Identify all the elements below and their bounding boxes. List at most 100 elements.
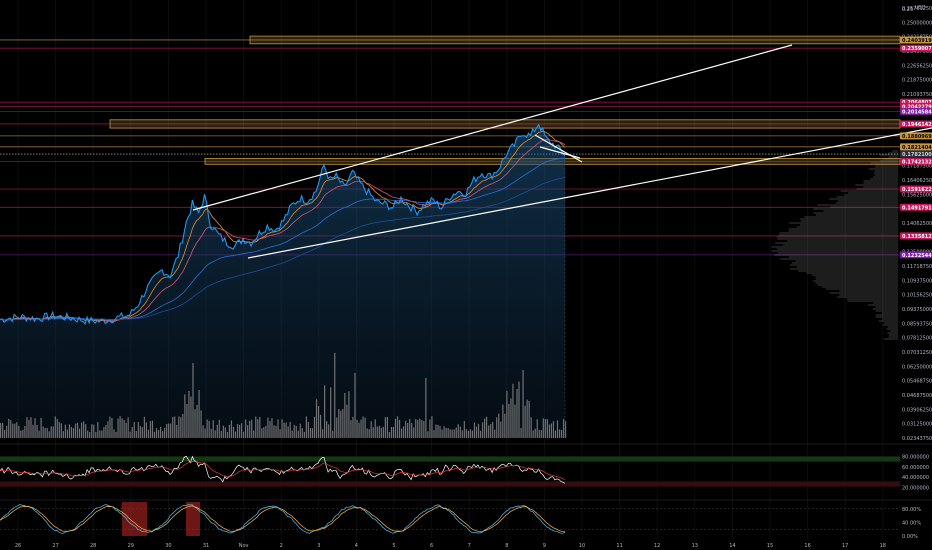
time-tick-label[interactable]: 28 bbox=[90, 543, 96, 549]
price-tick-label[interactable]: 0.23437500 bbox=[902, 49, 932, 55]
price-label-badge[interactable] bbox=[900, 232, 932, 240]
volume-bar bbox=[502, 404, 504, 438]
volume-bar bbox=[151, 420, 154, 438]
price-tick-label[interactable]: 0.15625000 bbox=[902, 192, 932, 198]
volume-bar bbox=[137, 421, 139, 438]
price-tick-label[interactable]: 0.10937500 bbox=[902, 278, 932, 284]
price-tick-label[interactable]: 0.05468750 bbox=[902, 379, 932, 385]
volume-profile-bar bbox=[875, 164, 898, 166]
time-tick-label[interactable]: 2 bbox=[280, 543, 283, 549]
volume-bar bbox=[417, 419, 419, 438]
price-axis[interactable]: 0.25USD0.257812500.250000000.242187500.2… bbox=[900, 5, 932, 442]
volume-bar bbox=[240, 423, 243, 438]
volume-profile-bar bbox=[779, 232, 898, 234]
volume-profile-bar bbox=[788, 230, 898, 232]
time-tick-label[interactable]: 30 bbox=[165, 543, 171, 549]
volume-bar bbox=[467, 430, 469, 438]
time-tick-label[interactable]: 3 bbox=[317, 543, 320, 549]
price-tick-label[interactable]: 0.21093750 bbox=[902, 92, 932, 98]
price-label-badge[interactable] bbox=[900, 251, 932, 259]
price-label-badge[interactable] bbox=[900, 107, 932, 115]
time-tick-label[interactable]: 7 bbox=[468, 543, 471, 549]
volume-bar bbox=[350, 420, 352, 438]
price-tick-label[interactable]: 0.03125000 bbox=[902, 422, 932, 428]
price-label-badge[interactable] bbox=[900, 44, 932, 52]
price-tick-label[interactable]: 0.09375000 bbox=[902, 307, 932, 313]
volume-bar bbox=[101, 430, 103, 438]
time-tick-label[interactable]: 26 bbox=[15, 543, 21, 549]
price-label-badge[interactable] bbox=[900, 143, 932, 151]
price-tick-label[interactable]: 0.02343750 bbox=[902, 436, 932, 442]
volume-bar bbox=[469, 429, 472, 438]
price-tick-label[interactable]: 0.06250000 bbox=[902, 364, 932, 370]
time-tick-label[interactable]: 12 bbox=[654, 543, 660, 549]
time-tick-label[interactable]: 4 bbox=[355, 543, 358, 549]
volume-profile-bar bbox=[888, 152, 898, 154]
time-tick-label[interactable]: 29 bbox=[128, 543, 134, 549]
time-tick-label[interactable]: 14 bbox=[729, 543, 735, 549]
volume-bar bbox=[273, 425, 275, 438]
price-label-badge[interactable] bbox=[900, 36, 932, 44]
current-price-badge[interactable] bbox=[900, 150, 932, 158]
price-tick-label[interactable]: 0.10156250 bbox=[902, 293, 932, 299]
volume-profile-bar bbox=[776, 248, 898, 250]
volume-profile-bar bbox=[797, 226, 898, 228]
volume-bar bbox=[64, 424, 67, 438]
time-tick-label[interactable]: 8 bbox=[505, 543, 508, 549]
volume-bar bbox=[40, 417, 42, 438]
price-label-text: 0.18809698 bbox=[902, 134, 932, 140]
volume-profile-bar bbox=[883, 158, 898, 160]
time-tick-label[interactable]: 11 bbox=[616, 543, 622, 549]
price-tick-label[interactable]: 0.08593750 bbox=[902, 321, 932, 327]
volume-profile-bar bbox=[775, 242, 898, 244]
volume-bar bbox=[78, 428, 81, 438]
trendlines[interactable] bbox=[192, 44, 932, 259]
flag-trendline-lower[interactable] bbox=[539, 146, 581, 159]
price-tick-label[interactable]: 0.22656250 bbox=[902, 63, 932, 69]
price-line[interactable] bbox=[0, 123, 566, 326]
price-tick-label[interactable]: 0.25781250 bbox=[902, 6, 932, 12]
price-label-badge[interactable] bbox=[900, 157, 932, 165]
time-tick-label[interactable]: 17 bbox=[842, 543, 848, 549]
price-tick-label[interactable]: 0.07812500 bbox=[902, 336, 932, 342]
price-tick-label[interactable]: 0.17187500 bbox=[902, 164, 932, 170]
time-tick-label[interactable]: 15 bbox=[767, 543, 773, 549]
time-tick-label[interactable]: 13 bbox=[692, 543, 698, 549]
time-tick-label[interactable]: 27 bbox=[52, 543, 58, 549]
channel-upper-trendline[interactable] bbox=[192, 44, 793, 211]
time-tick-label[interactable]: 9 bbox=[543, 543, 546, 549]
flag-trendline-upper[interactable] bbox=[534, 134, 583, 163]
volume-bar bbox=[295, 425, 297, 438]
time-tick-label[interactable]: 5 bbox=[392, 543, 395, 549]
time-tick-label[interactable]: 6 bbox=[430, 543, 433, 549]
time-tick-label[interactable]: 16 bbox=[804, 543, 810, 549]
price-tick-label[interactable]: 0.03906250 bbox=[902, 407, 932, 413]
time-tick-label[interactable]: Nov bbox=[239, 543, 249, 549]
price-label-badge[interactable] bbox=[900, 120, 932, 128]
channel-lower-trendline[interactable] bbox=[247, 127, 932, 259]
price-tick-label[interactable]: 0.21875000 bbox=[902, 78, 932, 84]
price-tick-label[interactable]: 0.14062500 bbox=[902, 221, 932, 227]
volume-bar bbox=[115, 431, 117, 438]
time-axis[interactable]: 26 27 28 29 30 31 Nov 2 3 4 5 6 7 8 9 10 11 12 13 14 15 16 17 1… bbox=[15, 543, 886, 549]
volume-profile-bar bbox=[892, 150, 898, 152]
time-tick-label[interactable]: 10 bbox=[579, 543, 585, 549]
price-tick-label[interactable]: 0.04687500 bbox=[902, 393, 932, 399]
price-label-badge[interactable] bbox=[900, 185, 932, 193]
price-tick-label[interactable]: 0.11718750 bbox=[902, 264, 932, 270]
volume-bar bbox=[196, 404, 198, 438]
volume-bar bbox=[364, 417, 366, 438]
volume-bar bbox=[471, 430, 474, 438]
volume-bar bbox=[162, 431, 164, 438]
price-tick-label[interactable]: 0.25000000 bbox=[902, 20, 932, 26]
price-label-badge[interactable] bbox=[900, 203, 932, 211]
time-tick-label[interactable]: 18 bbox=[880, 543, 886, 549]
time-tick-label[interactable]: 31 bbox=[203, 543, 209, 549]
volume-profile-bar bbox=[839, 294, 898, 296]
price-tick-label[interactable]: 0.16406250 bbox=[902, 178, 932, 184]
price-label-badge[interactable] bbox=[900, 132, 932, 140]
volume-bar bbox=[210, 428, 212, 438]
price-series[interactable] bbox=[0, 123, 566, 438]
price-tick-label[interactable]: 0.07031250 bbox=[902, 350, 932, 356]
